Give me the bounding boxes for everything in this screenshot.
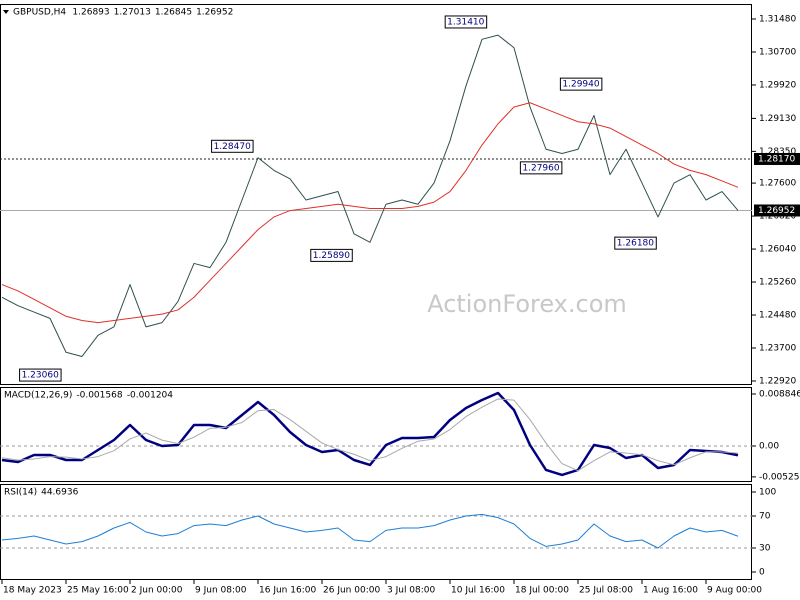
series-line: [1, 398, 739, 472]
x-tick-label: 18 May 2023: [3, 586, 62, 596]
x-tick-label: 3 Jul 08:00: [387, 586, 436, 596]
x-tick-label: 18 Jul 00:00: [515, 586, 569, 596]
annotation-box: [19, 368, 62, 382]
y-tick-label: 1.23700: [759, 343, 796, 353]
y-tick-label: 1.29130: [759, 114, 796, 124]
price-label: 1.28170: [758, 154, 795, 164]
y-tick-label: 70: [759, 512, 771, 522]
ohlc-value: 1.26893: [72, 8, 109, 18]
y-tick-label: 1.31480: [759, 15, 796, 25]
annotation-label: 1.29940: [562, 80, 599, 90]
panel: [0, 484, 752, 580]
y-tick-label: 1.25260: [759, 278, 796, 288]
x-tick-label: 10 Jul 16:00: [451, 586, 505, 596]
watermark: ActionForex.com: [427, 290, 627, 318]
x-tick-label: 16 Jun 16:00: [259, 586, 316, 596]
ohlc-value: 1.27013: [114, 8, 151, 18]
y-tick-label: 0: [759, 568, 765, 578]
annotation-label: 1.31410: [447, 17, 484, 27]
series-line: [1, 513, 739, 549]
y-tick-label: 1.29920: [759, 80, 796, 90]
y-tick-label: 1.22920: [759, 376, 796, 386]
x-tick-label: 1 Aug 16:00: [643, 586, 698, 596]
price-label-box: [754, 152, 800, 165]
y-tick-label: 30: [759, 544, 771, 554]
annotation-box: [211, 139, 254, 153]
panel: [0, 387, 752, 482]
indicator-value: -0.001204: [127, 391, 173, 401]
panel: [0, 4, 752, 385]
chart-title: GBPUSD,H4: [13, 8, 66, 18]
series-line: [1, 34, 739, 357]
y-tick-label: 0.00: [759, 442, 779, 452]
y-tick-label: 1.27600: [759, 179, 796, 189]
x-tick-label: 26 Jun 00:00: [323, 586, 380, 596]
y-tick-label: -0.005252: [759, 472, 800, 482]
indicator-title: RSI(14): [4, 488, 37, 498]
annotation-label: 1.25890: [313, 251, 350, 261]
annotation-label: 1.26180: [617, 239, 654, 249]
indicator-value: 44.6936: [41, 488, 78, 498]
ohlc-value: 1.26952: [196, 8, 233, 18]
annotation-label: 1.28470: [214, 142, 251, 152]
ohlc-value: 1.26845: [155, 8, 192, 18]
annotation-box: [310, 248, 353, 262]
y-tick-label: 1.24480: [759, 311, 796, 321]
y-tick-label: 1.30700: [759, 47, 796, 57]
annotation-box: [519, 161, 563, 175]
y-tick-label: 0.008846: [759, 389, 800, 399]
price-label-box: [754, 204, 800, 217]
x-tick-label: 25 Jul 08:00: [579, 586, 633, 596]
annotation-label: 1.27960: [522, 163, 559, 173]
indicator-value: -0.001568: [76, 391, 122, 401]
series-line: [1, 102, 739, 324]
y-tick-label: 1.26820: [759, 212, 796, 222]
annotation-label: 1.23060: [22, 371, 59, 381]
x-tick-label: 9 Jun 08:00: [195, 586, 247, 596]
x-tick-label: 2 Jun 00:00: [131, 586, 183, 596]
x-tick-label: 9 Aug 00:00: [707, 586, 762, 596]
menu-arrow: [3, 10, 9, 14]
annotation-box: [614, 236, 657, 250]
series-line: [1, 391, 739, 477]
y-tick-label: 1.26040: [759, 245, 796, 255]
price-label: 1.26952: [758, 206, 795, 216]
annotation-box: [559, 77, 603, 91]
indicator-title: MACD(12,26,9): [4, 391, 72, 401]
x-tick-label: 25 May 16:00: [67, 586, 129, 596]
y-tick-label: 1.28350: [759, 147, 796, 157]
y-tick-label: 100: [759, 488, 776, 498]
annotation-box: [444, 15, 488, 29]
